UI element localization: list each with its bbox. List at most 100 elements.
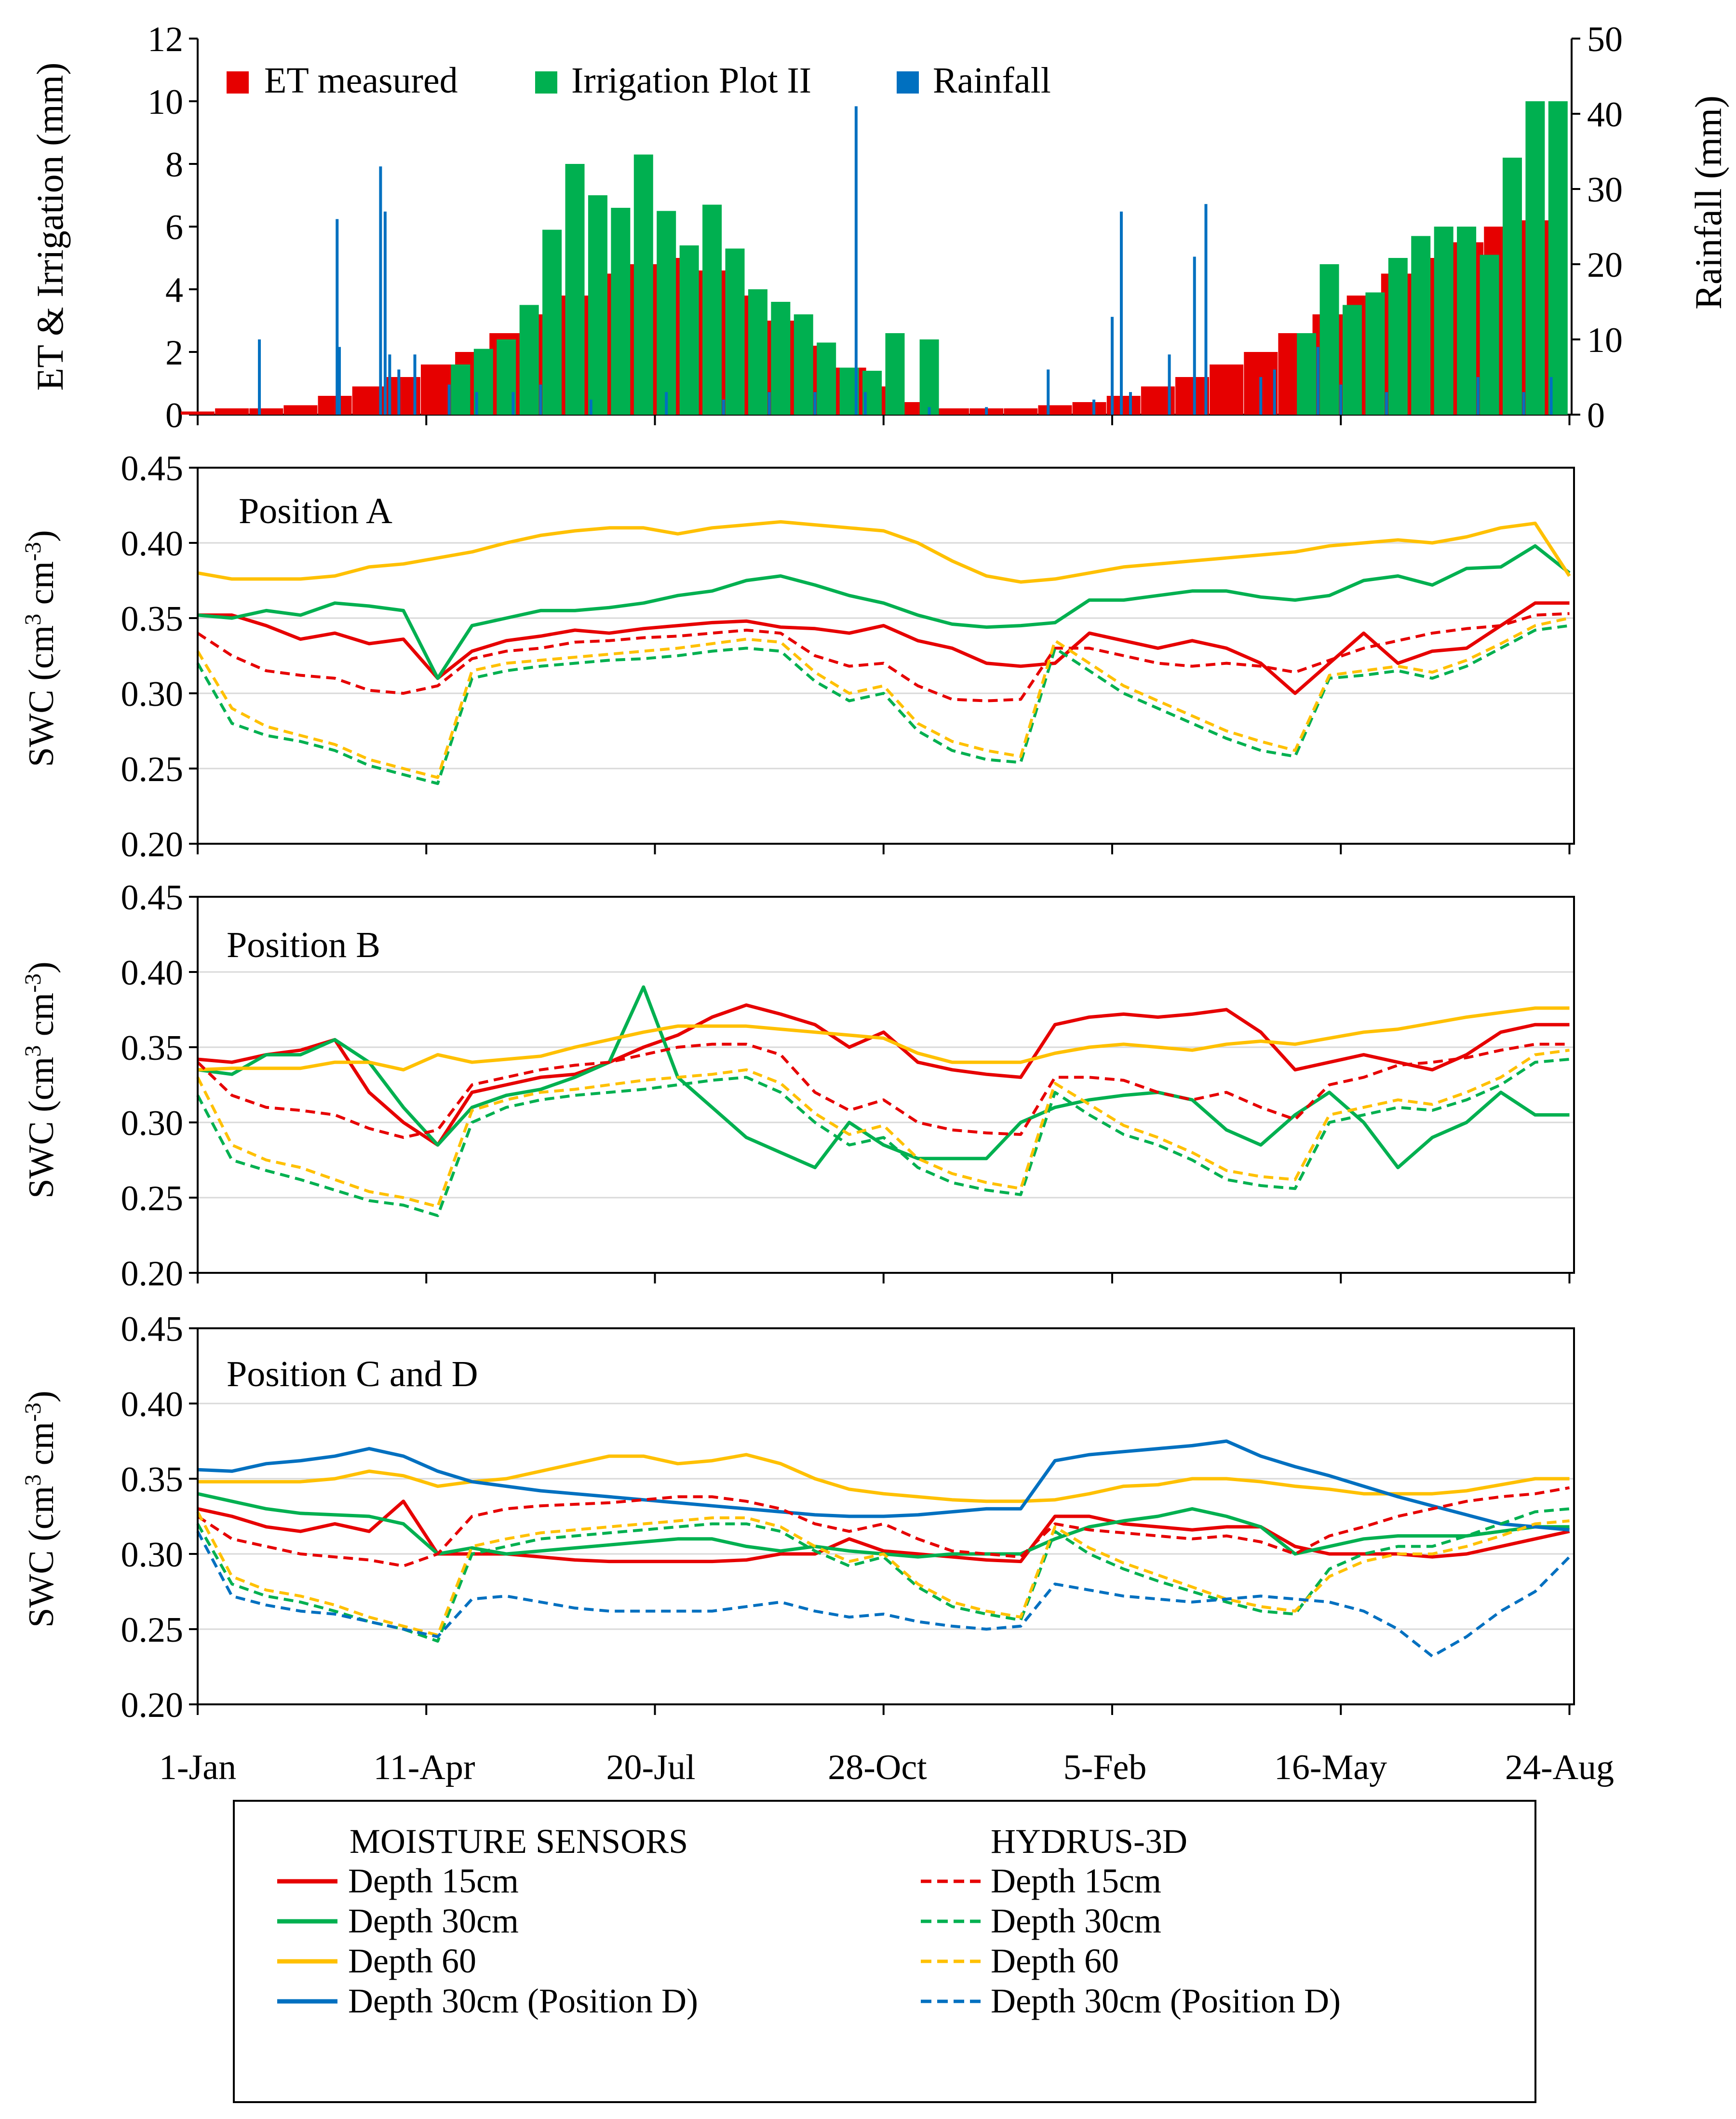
- rainfall-bar: [813, 392, 817, 415]
- rainfall-bar: [258, 339, 261, 415]
- legend-label-sensor-15: Depth 15cm: [348, 1862, 519, 1900]
- irrigation-bar: [725, 248, 745, 415]
- irrigation-bar: [1548, 101, 1568, 415]
- et-bar: [935, 408, 969, 415]
- rainfall-bar: [1549, 377, 1553, 415]
- x-tick-label: 24-Aug: [1505, 1748, 1614, 1787]
- swc-panel: 0.20 0.25 0.30 0.35 0.40 0.45: [121, 1309, 1575, 1725]
- x-tick-label: 28-Oct: [828, 1748, 927, 1787]
- rainfall-bar: [1273, 369, 1276, 415]
- rainfall-bar: [928, 407, 931, 415]
- irrigation-bar: [794, 314, 813, 415]
- y2-tick-label: 0: [1587, 396, 1605, 435]
- legend-box: [233, 1800, 1536, 2103]
- sensor-series-line: [197, 520, 1571, 584]
- panel-frame: [197, 467, 1575, 845]
- sensor-series-line: [198, 601, 1570, 695]
- et-ylabel: ET & Irrigation (mm): [29, 63, 71, 391]
- rainfall-bar: [1047, 369, 1050, 415]
- rainfall-bar: [338, 347, 341, 415]
- sensor-series-line: [197, 1439, 1570, 1532]
- et-bar: [249, 408, 283, 415]
- legend-title-hydrus: HYDRUS-3D: [991, 1822, 1187, 1861]
- y-tick-label: 0.30: [121, 1104, 184, 1143]
- legend-label-sensor-30: Depth 30cm: [348, 1902, 519, 1940]
- y-tick-label: 0.35: [121, 599, 184, 639]
- et-bar: [1072, 402, 1106, 415]
- sensor-series-line: [197, 1003, 1570, 1147]
- y-tick-label: 0: [165, 396, 183, 435]
- rainfall-bar: [854, 106, 858, 415]
- irrigation-bar: [542, 229, 562, 415]
- sensor-series-line: [198, 1453, 1570, 1503]
- rainfall-bar: [383, 211, 387, 415]
- svg-text:SWC (cm3 cm-3): SWC (cm3 cm-3): [20, 530, 61, 767]
- sensor-series-line: [197, 1499, 1570, 1564]
- y-tick-label: 0.40: [121, 953, 184, 993]
- irrigation-bar: [748, 289, 767, 415]
- irrigation-bar: [657, 211, 676, 415]
- et-bar: [1175, 377, 1209, 415]
- et-bar: [283, 405, 318, 415]
- rainfall-bar: [1316, 347, 1319, 415]
- rainfall-bar: [388, 354, 391, 415]
- legend-label-rainfall: Rainfall: [933, 60, 1051, 101]
- hydrus-series-line: [196, 1507, 1570, 1643]
- legend-label-hydrus-30: Depth 30cm: [991, 1902, 1161, 1940]
- y-tick-label: 6: [165, 208, 183, 247]
- legend-label-irrigation: Irrigation Plot II: [571, 60, 811, 101]
- hydrus-series-line: [196, 1511, 1570, 1637]
- hydrus-series-line: [196, 1058, 1570, 1217]
- irrigation-bar: [588, 195, 607, 415]
- irrigation-bar: [565, 164, 585, 415]
- y-tick-label: 0.30: [121, 675, 184, 714]
- rainfall-bar: [1259, 377, 1263, 415]
- et-bar: [1210, 364, 1244, 415]
- y-tick-label: 10: [148, 82, 183, 122]
- irrigation-bar: [1480, 255, 1499, 415]
- panels: 0 2 4 6 8 10 12 0 10 20 30 40 50 0.20 0.25 0.30 0.35 0.40…: [121, 20, 1623, 1725]
- et-bar: [1004, 408, 1038, 415]
- y2-tick-label: 30: [1587, 170, 1623, 210]
- irrigation-bar: [919, 339, 939, 415]
- rainfall-bar: [379, 166, 382, 415]
- y-tick-label: 0.20: [121, 1686, 184, 1725]
- rain-ylabel: Rainfall (mm): [1687, 95, 1729, 310]
- rainfall-bar: [1129, 392, 1132, 415]
- rainfall-bar: [1111, 317, 1114, 415]
- y-tick-label: 8: [165, 145, 183, 185]
- panel-frame: [197, 1327, 1575, 1705]
- legend-label-hydrus-60: Depth 60: [991, 1942, 1119, 1980]
- irrigation-bar: [1411, 236, 1431, 415]
- rainfall-bar: [722, 399, 725, 415]
- y-tick-label: 0.35: [121, 1028, 184, 1068]
- x-tick-label: 5-Feb: [1063, 1748, 1147, 1787]
- irrigation-bar: [1457, 227, 1477, 415]
- swc-ylabel-b: SWC (cm3 cm-3): [20, 961, 61, 1198]
- y-tick-label: 0.35: [121, 1460, 184, 1499]
- legend-label-et: ET measured: [264, 60, 458, 101]
- legend-swatch-et: [227, 71, 249, 94]
- y-tick-label: 0.40: [121, 1385, 184, 1424]
- rainfall-bar: [1522, 392, 1525, 415]
- irrigation-bar: [679, 245, 699, 415]
- swc-panel: 0.20 0.25 0.30 0.35 0.40 0.45: [121, 878, 1575, 1294]
- rainfall-bar: [447, 384, 451, 415]
- panel-frame: [197, 896, 1575, 1274]
- irrigation-bar: [817, 342, 836, 415]
- swc-panel: 0.20 0.25 0.30 0.35 0.40 0.45: [121, 449, 1575, 864]
- y2-tick-label: 10: [1587, 321, 1623, 360]
- y-tick-label: 12: [148, 20, 183, 59]
- irrigation-bar: [1388, 258, 1408, 415]
- legend-label-sensor-60: Depth 60: [348, 1942, 476, 1980]
- rainfall-bar: [475, 392, 478, 415]
- y2-tick-label: 50: [1587, 20, 1623, 59]
- x-tick-label: 16-May: [1274, 1748, 1387, 1787]
- legend-swatch-irrigation: [535, 71, 557, 94]
- irrigation-bar: [771, 302, 791, 415]
- irrigation-bar: [1365, 292, 1385, 415]
- rainfall-bar: [1339, 384, 1343, 415]
- x-tick-labels: 1-Jan 11-Apr 20-Jul 28-Oct 5-Feb 16-May …: [159, 1748, 1614, 1787]
- sensor-series-line: [197, 544, 1571, 680]
